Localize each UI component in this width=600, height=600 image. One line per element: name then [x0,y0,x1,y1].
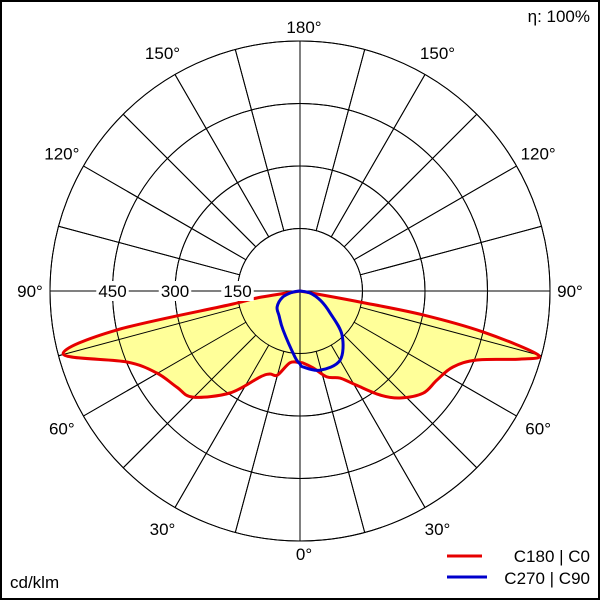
labels: 150 300 450 180° 150° 120° 90° 60° 30° 0° 150° 120°… [17,18,583,564]
grid-spoke [83,321,247,417]
grid-spoke [343,334,478,469]
legend: C180 | C0 C270 | C90 [447,547,590,588]
radial-tick-label-bg [221,281,254,301]
angle-label: 180° [286,18,321,37]
efficiency-label: η: 100% [528,7,590,26]
grid-spoke [122,334,257,469]
grid-spoke [315,49,366,231]
grid-spoke [353,165,517,261]
curve-fill-c180-c0 [63,291,540,399]
angle-label: 120° [44,145,79,164]
angle-label: 0° [296,545,312,564]
grid-spoke [234,351,285,533]
grid-spoke [343,113,478,248]
angle-label: 60° [525,420,551,439]
grid-spoke [58,306,240,357]
grid-spoke [353,321,517,417]
radial-tick-label: 300 [161,282,189,301]
grid-spoke [58,225,240,276]
radial-tick-label-bg [158,281,192,301]
unit-label: cd/klm [10,573,59,592]
curve-c180-c0 [61,289,541,400]
angle-label: 30° [425,520,451,539]
grid-spoke [330,74,426,238]
radial-tick-label-bg [96,281,129,301]
grid-spoke [122,113,257,248]
grid-spoke [360,306,542,357]
grid-spoke [83,165,247,261]
angle-label: 150° [420,44,455,63]
angle-label: 120° [521,145,556,164]
angle-label: 150° [145,44,180,63]
grid-spoke [234,49,285,231]
grid-spoke [315,351,366,533]
grid-spoke [330,344,426,508]
angle-label: 30° [150,520,176,539]
grid-spoke [360,225,542,276]
curves [49,40,551,542]
curve-c270-c90 [275,289,345,372]
radial-tick-label: 150 [223,282,251,301]
angle-label: 60° [49,420,75,439]
legend-label-c270-c90: C270 | C90 [504,569,590,588]
radial-tick-label: 450 [98,282,126,301]
legend-label-c180-c0: C180 | C0 [514,547,590,566]
polar-grid-overlay [49,40,551,542]
angle-label: 90° [557,282,583,301]
angle-label: 90° [17,282,43,301]
grid-spoke [174,344,270,508]
grid-ring [49,40,551,542]
grid-spoke [174,74,270,238]
